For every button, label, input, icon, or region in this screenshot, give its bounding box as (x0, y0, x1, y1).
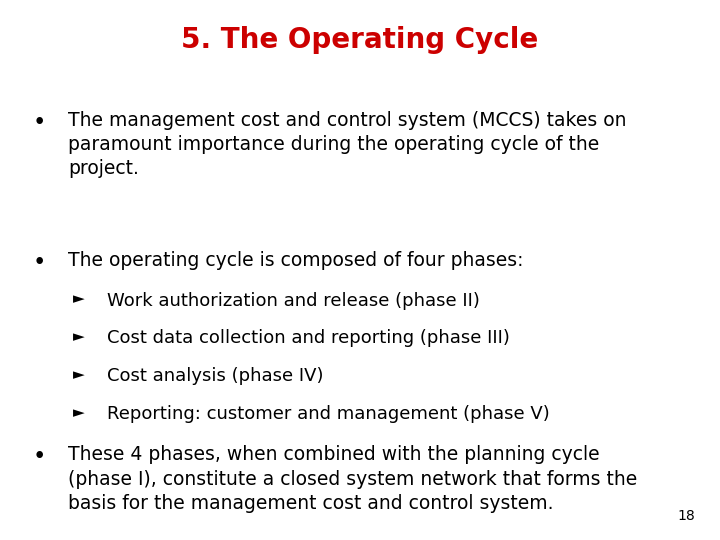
Text: The management cost and control system (MCCS) takes on
paramount importance duri: The management cost and control system (… (68, 111, 627, 178)
Text: ►: ► (73, 367, 85, 382)
Text: These 4 phases, when combined with the planning cycle
(phase I), constitute a cl: These 4 phases, when combined with the p… (68, 446, 638, 513)
Text: 18: 18 (677, 509, 695, 523)
Text: Cost analysis (phase IV): Cost analysis (phase IV) (107, 367, 323, 385)
Text: ►: ► (73, 292, 85, 307)
Text: The operating cycle is composed of four phases:: The operating cycle is composed of four … (68, 251, 524, 270)
Text: •: • (33, 251, 46, 274)
Text: •: • (33, 446, 46, 469)
Text: 5. The Operating Cycle: 5. The Operating Cycle (181, 26, 539, 55)
Text: Cost data collection and reporting (phase III): Cost data collection and reporting (phas… (107, 329, 510, 347)
Text: ►: ► (73, 329, 85, 345)
Text: •: • (33, 111, 46, 134)
Text: Work authorization and release (phase II): Work authorization and release (phase II… (107, 292, 480, 309)
Text: ►: ► (73, 405, 85, 420)
Text: Reporting: customer and management (phase V): Reporting: customer and management (phas… (107, 405, 549, 423)
